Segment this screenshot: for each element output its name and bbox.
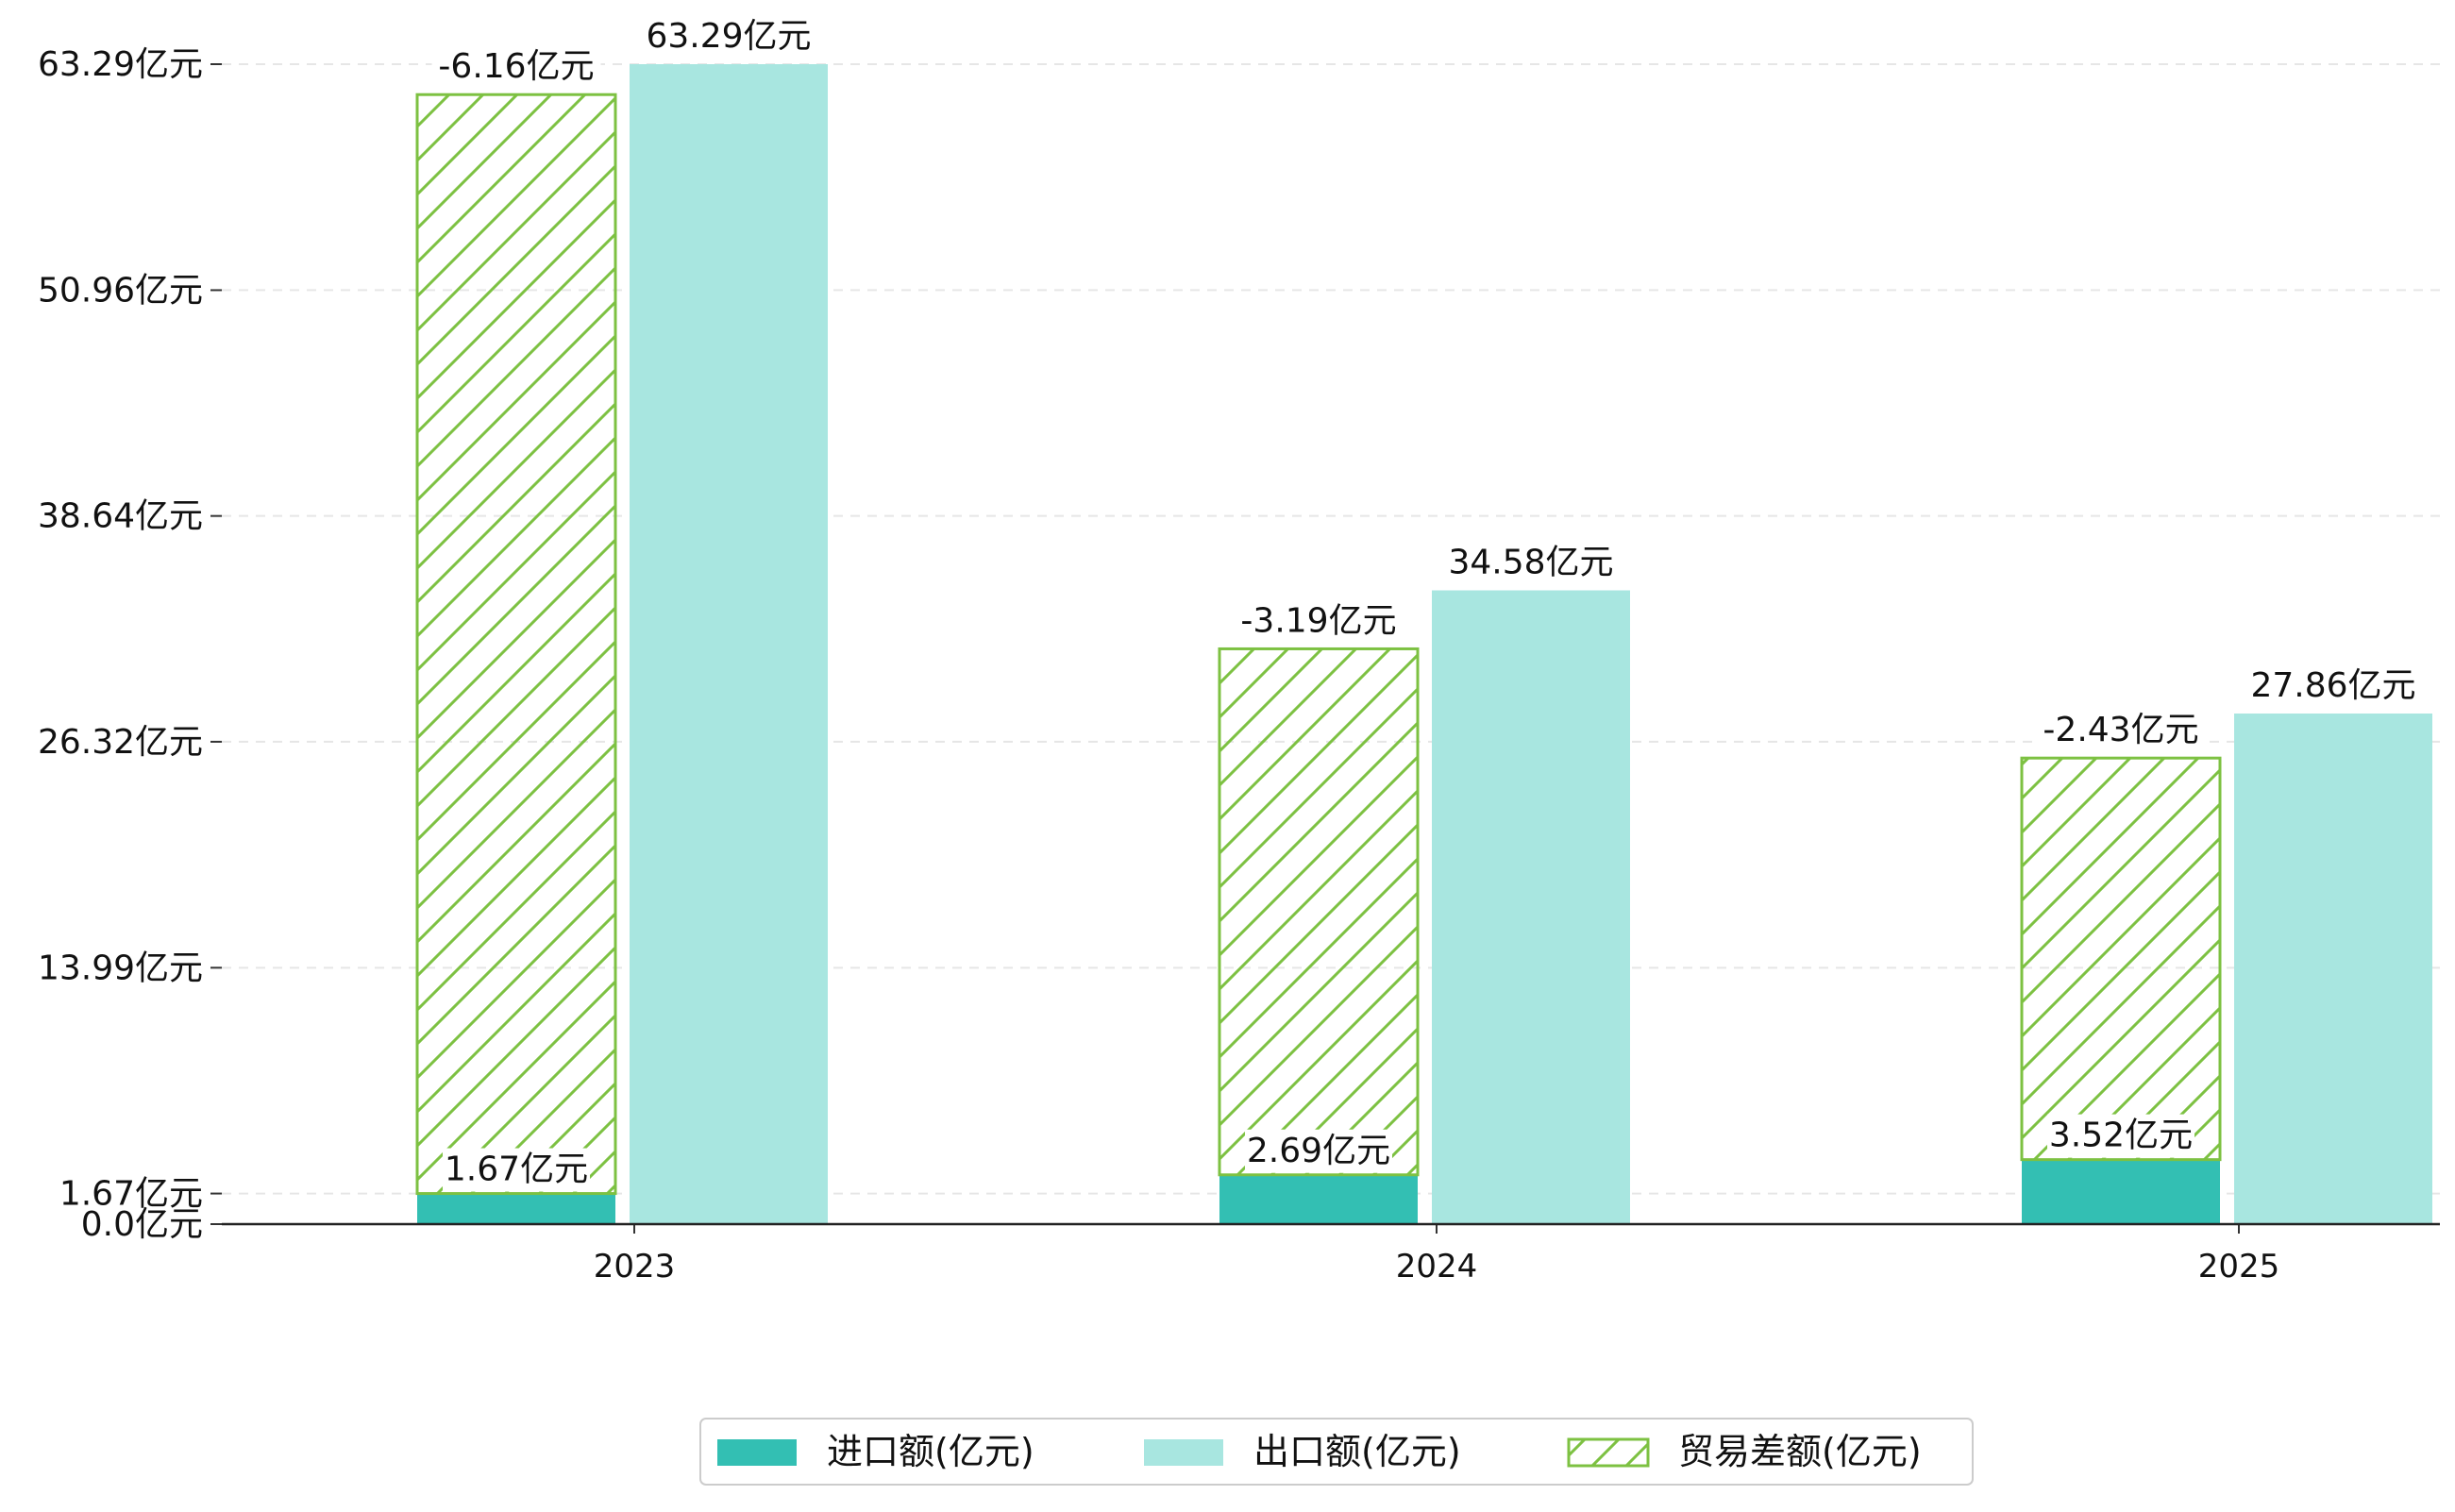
import-value-label: 2.69亿元 (1247, 1132, 1390, 1170)
x-tick-label: 2024 (1396, 1248, 1478, 1285)
y-tick-label: 13.99亿元 (38, 949, 203, 987)
trade-balance-value-label-bg (431, 45, 601, 90)
trade-balance-value-label: -3.19亿元 (1240, 601, 1396, 640)
legend-label: 贸易差额(亿元) (1678, 1431, 1922, 1472)
export-value-label: 34.58亿元 (1448, 544, 1613, 582)
legend-label: 进口额(亿元) (827, 1431, 1034, 1472)
export-value-label: 63.29亿元 (646, 17, 811, 56)
axes: 2023 2024 20250.0亿元1.67亿元13.99亿元26.32亿元38.… (38, 45, 2440, 1285)
trade-balance-value-label-bg (2036, 709, 2206, 753)
data-labels: 1.67亿元 -6.16亿元 63.29亿元 2.69亿元 -3.19亿元 34.58亿元… (431, 17, 2416, 1192)
import-value-label-bg (443, 1148, 590, 1192)
legend-box (699, 1418, 1974, 1486)
y-tick-label: 63.29亿元 (38, 45, 203, 84)
y-tick-label: 50.96亿元 (38, 271, 203, 310)
import-bar (1219, 1174, 1418, 1224)
y-tick-label: 0.0亿元 (81, 1205, 203, 1244)
legend-swatch (717, 1439, 797, 1466)
trade-balance-value-label: -2.43亿元 (2043, 711, 2198, 749)
legend: 进口额(亿元) 出口额(亿元) 贸易差额(亿元) (699, 1418, 1974, 1486)
legend-swatch (1144, 1439, 1223, 1466)
export-bar (630, 64, 828, 1224)
export-bar (1432, 590, 1630, 1224)
export-bar (2234, 713, 2432, 1224)
export-value-label: 27.86亿元 (2250, 666, 2415, 705)
trade-balance-value-label: -6.16亿元 (438, 47, 594, 86)
legend-label: 出口额(亿元) (1253, 1431, 1461, 1472)
x-tick-label: 2025 (2198, 1248, 2280, 1285)
import-value-label: 3.52亿元 (2049, 1117, 2193, 1155)
import-value-label-bg (2047, 1114, 2194, 1158)
import-value-label-bg (1245, 1129, 1392, 1173)
trade-balance-bar (1218, 647, 1420, 1177)
x-tick-label: 2023 (594, 1248, 676, 1285)
trade-balance-bar (415, 92, 617, 1196)
y-tick-label: 1.67亿元 (59, 1175, 203, 1214)
import-value-label: 1.67亿元 (445, 1151, 588, 1189)
y-tick-label: 38.64亿元 (38, 497, 203, 536)
trade-balance-bar (2020, 756, 2222, 1162)
bars (415, 64, 2432, 1224)
import-bar (2022, 1159, 2220, 1224)
import-bar (417, 1193, 615, 1224)
trade-balance-value-label-bg (1234, 599, 1404, 644)
y-tick-label: 26.32亿元 (38, 723, 203, 762)
legend-swatch (1567, 1437, 1650, 1468)
